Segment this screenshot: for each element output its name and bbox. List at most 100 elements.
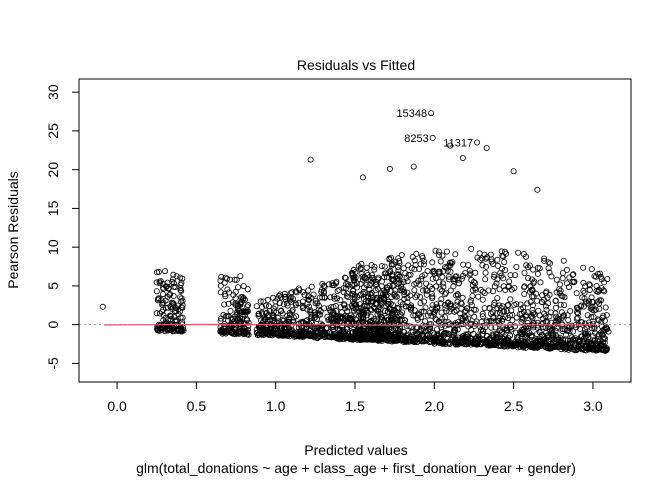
residual-point (410, 163, 417, 170)
residual-point (331, 295, 338, 302)
residual-point (363, 331, 370, 338)
residual-point (344, 290, 351, 297)
residual-point (447, 301, 454, 308)
residual-point (156, 310, 163, 317)
residual-point (316, 332, 323, 339)
residual-point (452, 251, 459, 258)
residual-point (517, 343, 524, 350)
residual-point (411, 281, 418, 288)
residual-point (351, 307, 358, 314)
residual-point (450, 283, 457, 290)
residual-point (171, 314, 178, 321)
residual-point (153, 279, 160, 286)
residual-point (378, 263, 385, 270)
residual-point (270, 314, 277, 321)
y-tick-label: 5 (45, 282, 61, 290)
residual-point (458, 305, 465, 312)
residual-point (255, 310, 262, 317)
residual-point (495, 342, 502, 349)
residual-point (287, 290, 294, 297)
residual-point (392, 315, 399, 322)
residual-point (276, 322, 283, 329)
residual-point (482, 338, 489, 345)
residual-point (358, 309, 365, 316)
residual-point (490, 340, 497, 347)
residual-point (494, 295, 501, 302)
residual-point (442, 305, 449, 312)
residual-point (237, 273, 244, 280)
residual-point (438, 287, 445, 294)
residual-point (470, 340, 477, 347)
residual-point (589, 299, 596, 306)
residual-point (575, 343, 582, 350)
residual-point (435, 248, 442, 255)
residual-point (337, 330, 344, 337)
residual-point (462, 317, 469, 324)
residual-point (557, 301, 564, 308)
residual-point (327, 294, 334, 301)
residual-point (332, 302, 339, 309)
residual-point (447, 262, 454, 269)
residual-point (437, 258, 444, 265)
residual-point (441, 329, 448, 336)
residual-point (357, 335, 364, 342)
residual-point (444, 300, 451, 307)
residual-point (287, 328, 294, 335)
residual-point (496, 286, 503, 293)
residual-point (396, 258, 403, 265)
residual-point (502, 336, 509, 343)
residual-point (498, 272, 505, 279)
residual-point (518, 310, 525, 317)
residual-point (459, 317, 466, 324)
residual-point (462, 314, 469, 321)
residual-point (363, 275, 370, 282)
residual-point (475, 333, 482, 340)
residual-point (244, 286, 251, 293)
residual-point (263, 309, 270, 316)
residual-point (506, 278, 513, 285)
residual-point (301, 291, 308, 298)
residual-point (497, 327, 504, 334)
residual-point (398, 312, 405, 319)
residual-point (381, 308, 388, 315)
residual-point (160, 306, 167, 313)
point-label: 11317 (443, 138, 473, 150)
chart-subtitle: glm(total_donations ~ age + class_age + … (136, 460, 576, 476)
residual-point (477, 286, 484, 293)
residual-point (543, 303, 550, 310)
residual-point (173, 327, 180, 334)
residual-point (581, 343, 588, 350)
residual-point (234, 311, 241, 318)
residual-point (447, 142, 454, 149)
residual-point (315, 302, 322, 309)
residual-point (377, 335, 384, 342)
residual-point (475, 335, 482, 342)
residual-point (533, 342, 540, 349)
residual-point (524, 300, 531, 307)
residual-point (259, 320, 266, 327)
residual-point (170, 271, 177, 278)
residual-point (600, 339, 607, 346)
residual-point (352, 274, 359, 281)
residual-point (413, 292, 420, 299)
residual-point (276, 300, 283, 307)
residual-point (386, 165, 393, 172)
residual-point (308, 330, 315, 337)
residual-point (430, 330, 437, 337)
residual-point (404, 278, 411, 285)
residual-point (383, 270, 390, 277)
y-tick-label: 20 (45, 162, 61, 178)
residual-point (465, 323, 472, 330)
residual-point (508, 326, 515, 333)
residual-point (164, 279, 171, 286)
residual-point (293, 313, 300, 320)
residual-point (175, 306, 182, 313)
residual-point (218, 315, 225, 322)
residual-point (413, 250, 420, 257)
residual-point (479, 313, 486, 320)
residual-point (443, 248, 450, 255)
residual-point (431, 268, 438, 275)
residual-point (568, 322, 575, 329)
residual-point (594, 341, 601, 348)
residual-point (417, 261, 424, 268)
